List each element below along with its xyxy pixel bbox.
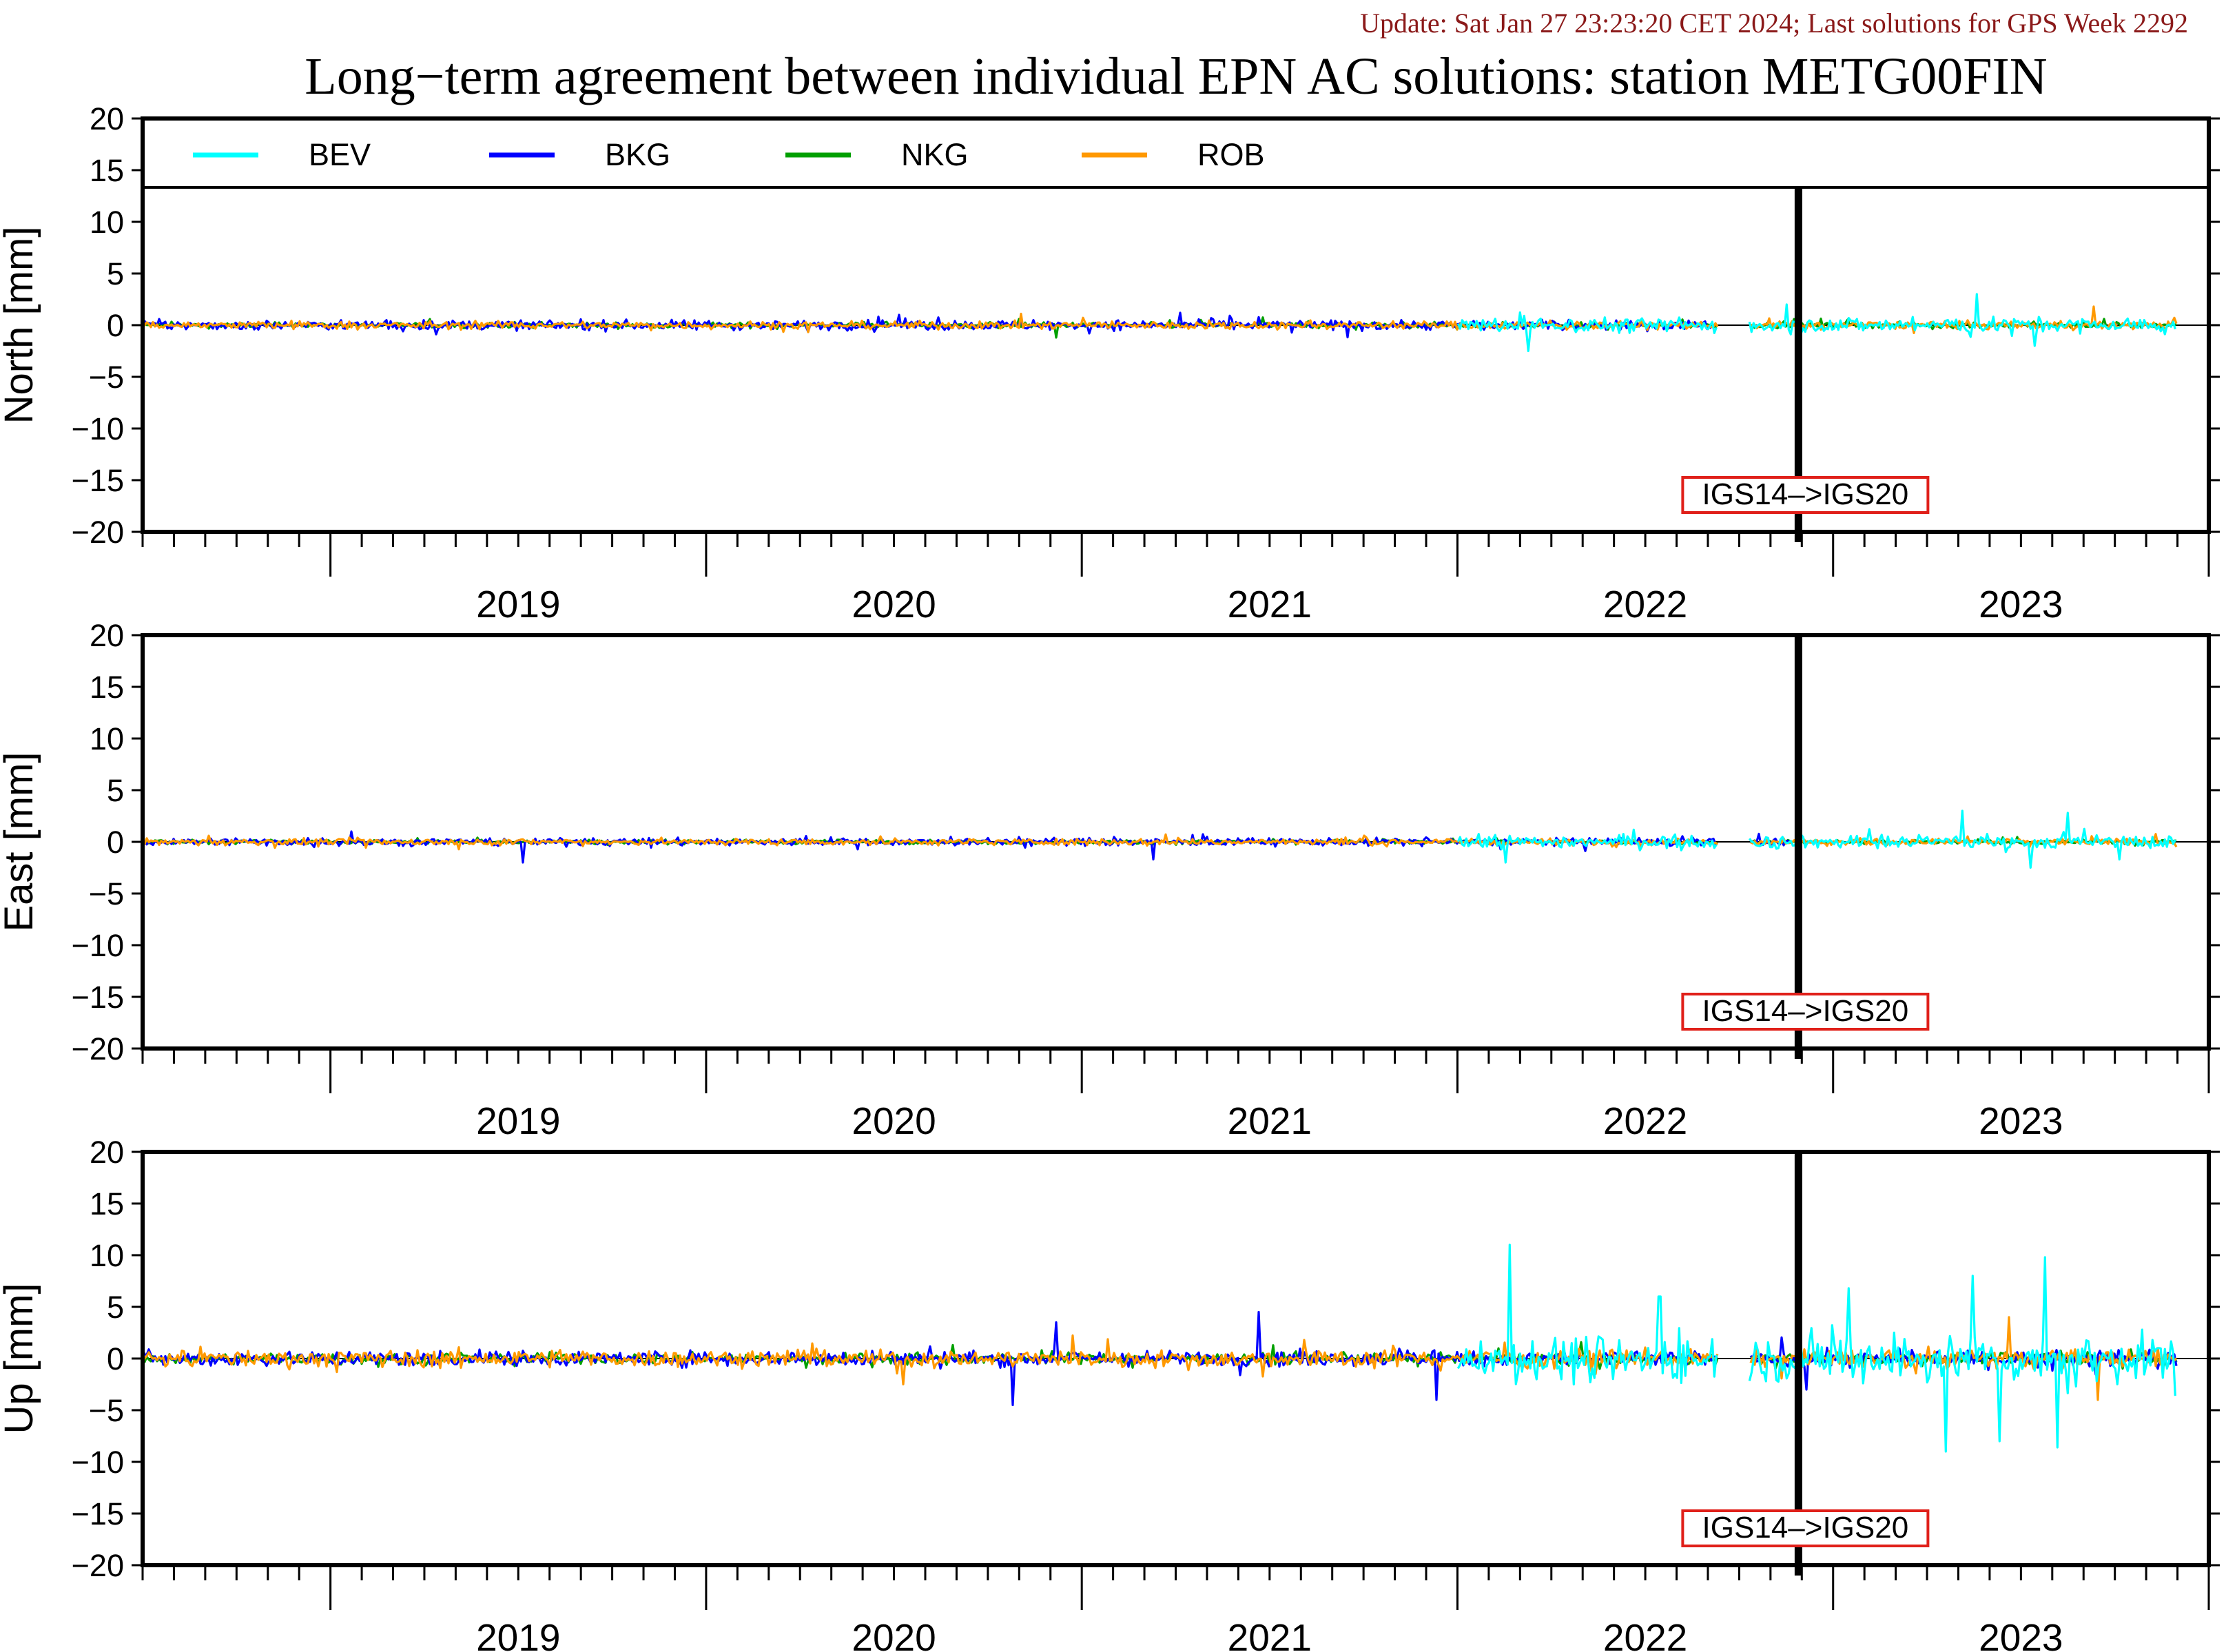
y-tick-label: 0 [107,1341,124,1376]
y-tick-label: 15 [90,670,124,705]
panel-2: IGS14–>IGS20 20 15 10 5 0 −5 −10 −15 −20 Up [mm] 20… [0,1135,2220,1652]
year-label-2020: 2020 [852,1616,936,1652]
annotation-box [1681,993,1930,1031]
y-tick-label: 20 [90,618,124,653]
panel-0: IGS14–>IGS20 20 15 10 5 0 −5 −10 −15 −20 North [mm… [0,101,2220,626]
y-tick-label: −10 [72,928,124,963]
year-label-2023: 2023 [1979,583,2063,626]
series-line-rob [142,305,2178,334]
legend-background [145,121,2207,185]
y-tick-label: 10 [90,1238,124,1273]
y-tick-label: −20 [72,1031,124,1066]
y-tick-label: −5 [89,876,124,911]
annotation-label: IGS14–>IGS20 [1702,1511,1909,1545]
y-tick-label: 5 [107,773,124,808]
y-tick-label: −5 [89,1393,124,1428]
y-tick-label: 5 [107,256,124,291]
y-tick-label: 15 [90,1186,124,1221]
year-label-2022: 2022 [1603,583,1687,626]
y-tick-label: 0 [107,825,124,860]
series-line-bev [1456,809,2176,869]
annotation-box [1681,1509,1930,1547]
year-label-2021: 2021 [1228,1616,1312,1652]
y-tick-label: −15 [72,980,124,1015]
year-label-2023: 2023 [1979,1099,2063,1142]
year-label-2022: 2022 [1603,1616,1687,1652]
y-tick-label: −20 [72,1548,124,1583]
year-label-2019: 2019 [476,1616,560,1652]
legend-label-bkg: BKG [605,137,670,172]
series-line-bev [1456,293,2176,353]
legend: BEV BKG NKG ROB [143,121,2209,189]
y-tick-label: 10 [90,721,124,756]
year-label-2019: 2019 [476,1099,560,1142]
legend-label-rob: ROB [1197,137,1265,172]
y-axis-label: Up [mm] [0,1283,41,1434]
panel-1: IGS14–>IGS20 20 15 10 5 0 −5 −10 −15 −20 East [mm]… [0,618,2220,1142]
y-tick-label: 0 [107,308,124,343]
frame-change-annotation: IGS14–>IGS20 [1681,476,1930,514]
year-label-2021: 2021 [1228,583,1312,626]
frame-change-annotation: IGS14–>IGS20 [1681,1509,1930,1547]
y-tick-label: −5 [89,360,124,395]
y-tick-label: 20 [90,101,124,136]
year-label-2021: 2021 [1228,1099,1312,1142]
y-tick-label: −10 [72,1445,124,1480]
y-axis-label: East [mm] [0,752,41,931]
year-label-2020: 2020 [852,583,936,626]
year-label-2022: 2022 [1603,1099,1687,1142]
year-label-2019: 2019 [476,583,560,626]
chart-title: Long−term agreement between individual E… [305,48,2047,105]
legend-label-bev: BEV [309,137,371,172]
annotation-label: IGS14–>IGS20 [1702,477,1909,511]
y-tick-label: −15 [72,463,124,498]
year-label-2020: 2020 [852,1099,936,1142]
y-tick-label: −20 [72,515,124,550]
y-tick-label: 20 [90,1135,124,1170]
series-line-bev [1456,1243,2176,1453]
year-label-2023: 2023 [1979,1616,2063,1652]
y-tick-label: 5 [107,1290,124,1325]
y-tick-label: 10 [90,205,124,240]
panels: IGS14–>IGS20 20 15 10 5 0 −5 −10 −15 −20 North [mm… [0,101,2220,1652]
y-tick-label: −15 [72,1496,124,1531]
y-tick-label: −10 [72,411,124,446]
annotation-label: IGS14–>IGS20 [1702,994,1909,1028]
y-tick-label: 15 [90,153,124,188]
legend-label-nkg: NKG [901,137,969,172]
y-axis-label: North [mm] [0,227,41,424]
update-text: Update: Sat Jan 27 23:23:20 CET 2024; La… [1360,8,2188,39]
annotation-box [1681,476,1930,514]
frame-change-annotation: IGS14–>IGS20 [1681,993,1930,1031]
